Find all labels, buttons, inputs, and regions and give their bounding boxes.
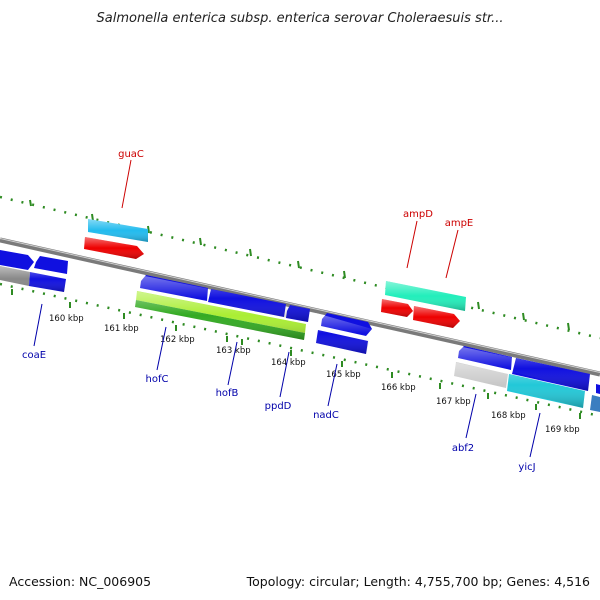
gene-label-ampD: ampD [403, 209, 433, 220]
gene-label-guaC: guaC [118, 149, 144, 160]
gene-label-hofC: hofC [146, 374, 169, 385]
kbp-label: 168 kbp [491, 411, 526, 421]
gene-labels-bottom: coaE hofC hofB ppdD nadC abf2 yicJ [22, 303, 541, 473]
kbp-label: 163 kbp [216, 346, 251, 356]
kbp-label: 169 kbp [545, 425, 580, 435]
gene-label-yicJ: yicJ [518, 462, 535, 473]
genes-lower [0, 266, 600, 412]
genes-upper [0, 219, 466, 328]
kbp-label: 160 kbp [49, 314, 84, 324]
gene-right-edge-blue [596, 384, 600, 394]
gene-label-ampE: ampE [445, 218, 474, 229]
gene-blue-left-2 [34, 256, 68, 274]
kbp-labels: 160 kbp 161 kbp 162 kbp 163 kbp 164 kbp … [49, 314, 580, 435]
map-title: Salmonella enterica subsp. enterica sero… [97, 11, 504, 26]
kbp-label: 162 kbp [160, 335, 195, 345]
gene-label-abf2: abf2 [452, 443, 474, 454]
gene-labels-top: guaC ampD ampE [118, 149, 474, 279]
gene-label-hofB: hofB [216, 388, 239, 399]
gene-right-edge [590, 395, 600, 412]
kbp-label: 161 kbp [104, 324, 139, 334]
gene-label-coaE: coaE [22, 350, 46, 361]
kbp-label: 167 kbp [436, 397, 471, 407]
gene-label-nadC: nadC [313, 410, 339, 421]
genome-backbone [0, 237, 600, 377]
bottom-major-ticks [11, 289, 581, 419]
gene-blue-left-1 [0, 250, 34, 270]
kbp-label: 164 kbp [271, 358, 306, 368]
kbp-label: 166 kbp [381, 383, 416, 393]
genome-summary-text: Topology: circular; Length: 4,755,700 bp… [246, 574, 590, 589]
accession-text: Accession: NC_006905 [9, 574, 151, 589]
kbp-label: 165 kbp [326, 370, 361, 380]
gene-label-ppdD: ppdD [265, 401, 292, 412]
bottom-tick-track [0, 282, 600, 419]
